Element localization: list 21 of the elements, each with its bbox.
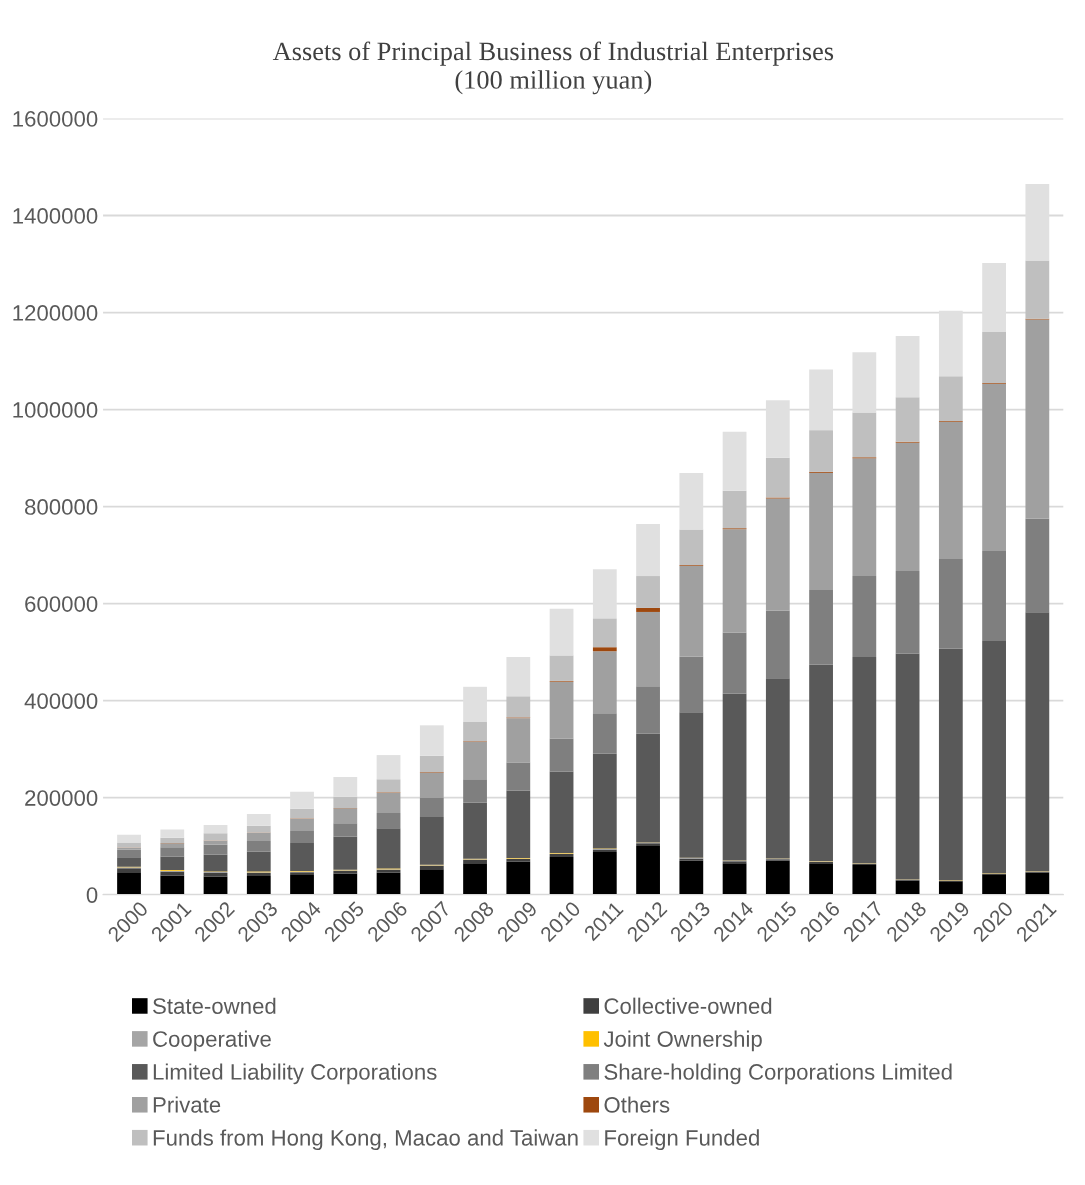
y-tick-label: 200000 [25, 790, 98, 806]
chart-title: Assets of Principal Business of Industrial Enterprises [272, 41, 834, 66]
chart-subtitle: (100 million yuan) [455, 70, 652, 95]
legend-label: Cooperative [153, 1030, 271, 1052]
y-tick-label: 600000 [25, 596, 98, 612]
y-tick-label: 800000 [25, 499, 98, 515]
legend-label: Private [153, 1096, 221, 1113]
legend-label: Others [604, 1096, 670, 1113]
legend-label: Collective-owned [604, 997, 772, 1014]
legend-label: Joint Ownership [603, 1030, 762, 1052]
y-tick-label: 400000 [24, 693, 98, 709]
legend-label: Share-holding Corporations Limited [604, 1063, 952, 1085]
y-tick-label: 1400000 [13, 208, 98, 224]
legend-label: State-owned [153, 997, 276, 1014]
legend-label: Limited Liability Corporations [153, 1063, 437, 1085]
y-tick-label: 1000000 [13, 402, 98, 418]
y-tick-label: 1600000 [13, 111, 98, 127]
y-tick-label: 1200000 [13, 305, 98, 321]
y-tick-label: 0 [86, 887, 98, 903]
legend-label: Foreign Funded [605, 1129, 759, 1151]
legend-label: Funds from Hong Kong, Macao and Taiwan [153, 1129, 578, 1151]
